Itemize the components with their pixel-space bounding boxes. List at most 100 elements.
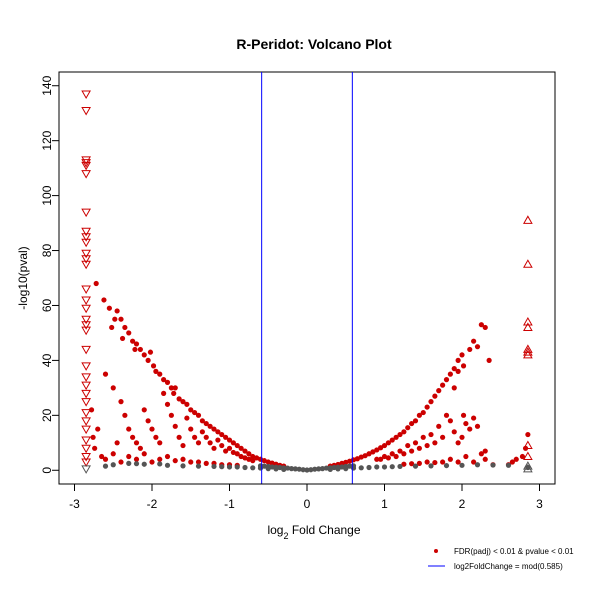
data-point — [281, 466, 287, 473]
data-point — [455, 440, 461, 446]
data-point — [153, 434, 159, 440]
data-point — [265, 466, 271, 472]
data-point — [145, 418, 151, 424]
data-point — [226, 464, 233, 470]
data-point — [161, 377, 167, 383]
data-point — [176, 396, 182, 402]
data-point — [300, 467, 306, 473]
data-point — [292, 466, 298, 472]
data-point — [90, 434, 96, 440]
data-point — [471, 459, 477, 465]
data-point-clipped-down — [81, 362, 91, 371]
plot-area — [58, 71, 556, 485]
data-point — [223, 448, 229, 454]
data-point — [424, 442, 430, 449]
data-point — [226, 437, 233, 443]
data-point — [242, 448, 248, 454]
plot-frame — [58, 71, 556, 485]
data-point — [88, 407, 95, 413]
data-point — [215, 429, 221, 435]
data-point — [126, 453, 132, 460]
data-point — [161, 390, 167, 396]
data-point — [482, 456, 488, 462]
data-point — [381, 464, 388, 470]
data-point — [416, 460, 422, 466]
data-point — [114, 440, 120, 446]
data-point — [370, 449, 376, 455]
data-point-clipped-down — [81, 458, 91, 468]
legend: FDR(padj) < 0.01 & pvalue < 0.01 log2Fol… — [428, 547, 574, 571]
data-point — [366, 464, 372, 471]
data-point — [474, 344, 481, 350]
data-point — [141, 407, 147, 413]
data-point — [133, 341, 140, 347]
data-point — [110, 385, 116, 391]
data-point — [471, 338, 477, 344]
data-point — [350, 465, 357, 471]
data-point — [416, 412, 422, 418]
data-point-clipped-down — [81, 389, 91, 399]
data-point — [250, 458, 256, 464]
data-point — [463, 420, 469, 427]
data-point — [296, 466, 302, 472]
data-point-clipped-down — [81, 417, 91, 426]
data-point — [362, 453, 368, 459]
data-point — [455, 357, 461, 363]
data-point — [195, 440, 202, 446]
data-point — [171, 390, 177, 396]
data-point — [513, 456, 519, 462]
data-point — [132, 346, 138, 353]
data-point — [443, 377, 450, 383]
data-point-clipped-down — [81, 161, 91, 171]
data-point — [106, 305, 112, 311]
data-point — [308, 467, 314, 473]
data-point — [405, 425, 411, 431]
data-point — [101, 297, 107, 303]
data-point — [443, 412, 450, 418]
y-tick-label: 40 — [40, 353, 54, 367]
data-point — [219, 431, 225, 438]
threshold-lines — [261, 72, 353, 484]
data-point — [176, 434, 182, 440]
data-point — [451, 385, 457, 391]
data-point — [304, 467, 310, 473]
data-point — [114, 308, 120, 314]
data-point — [459, 434, 465, 440]
data-point — [157, 461, 163, 467]
data-point — [102, 371, 109, 377]
data-point — [440, 459, 446, 465]
data-point — [141, 451, 147, 457]
data-point — [122, 324, 128, 331]
data-point-clipped-down — [81, 453, 91, 462]
data-point-clipped-down — [81, 249, 91, 259]
data-point-clipped-down — [81, 381, 91, 391]
data-point-clipped-down — [81, 373, 91, 382]
data-point — [385, 440, 391, 446]
data-point — [188, 459, 194, 465]
data-point — [335, 466, 341, 472]
data-point — [195, 463, 202, 469]
data-point-clipped-up — [523, 451, 533, 461]
data-point — [486, 357, 492, 363]
data-point — [455, 459, 461, 465]
data-point — [180, 399, 186, 405]
data-point — [482, 448, 488, 454]
data-point — [374, 464, 380, 470]
data-point — [393, 434, 399, 440]
x-tick-label: 0 — [304, 497, 311, 511]
data-point — [226, 445, 233, 451]
data-point — [92, 445, 98, 451]
y-tick-label: 80 — [40, 244, 54, 258]
data-point — [467, 426, 473, 432]
data-point — [126, 460, 132, 466]
data-point — [172, 385, 178, 391]
data-point — [112, 316, 118, 322]
data-point — [238, 445, 244, 451]
data-point — [420, 434, 426, 440]
data-point — [157, 371, 163, 377]
y-tick-label: 60 — [40, 298, 54, 312]
data-point — [122, 412, 128, 418]
data-point-clipped-down — [81, 436, 91, 446]
data-point — [234, 464, 240, 470]
data-point — [397, 431, 403, 438]
